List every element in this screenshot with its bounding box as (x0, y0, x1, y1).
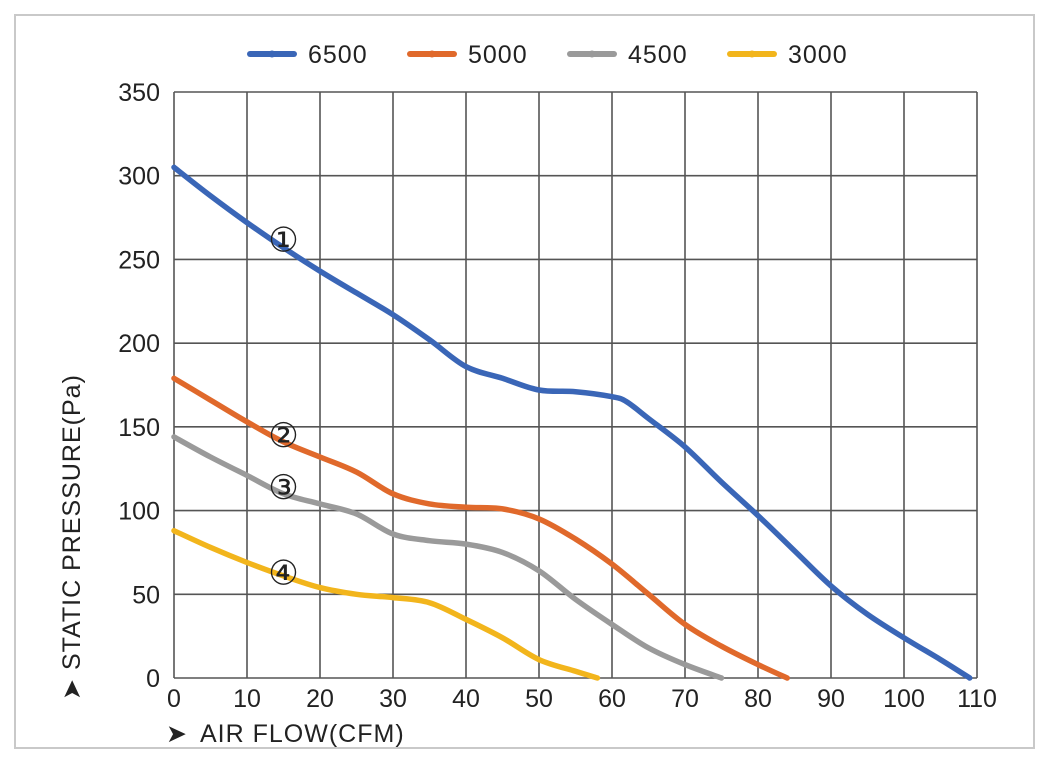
x-axis-label: AIR FLOW(CFM) (200, 720, 405, 748)
y-axis-arrow-icon: ➤ (58, 678, 86, 700)
legend-dot-6500 (268, 50, 276, 58)
legend-label-4500: 4500 (628, 41, 688, 69)
legend-dot-3000 (748, 50, 756, 58)
x-axis-arrow-icon: ➤ (166, 720, 188, 748)
series-marker-5000: ② (268, 416, 298, 456)
legend-label-3000: 3000 (788, 41, 848, 69)
x-tick-label-10: 100 (883, 685, 925, 713)
x-tick-label-0: 0 (167, 685, 181, 713)
y-tick-label-2: 100 (118, 498, 160, 526)
y-tick-label-5: 250 (118, 246, 160, 274)
y-tick-label-1: 50 (132, 581, 160, 609)
y-axis-title: ➤ STATIC PRESSURE(Pa) (58, 374, 86, 700)
x-tick-label-4: 40 (452, 685, 480, 713)
legend: 6500 5000 4500 3000 (247, 41, 848, 69)
y-tick-label-4: 200 (118, 330, 160, 358)
y-tick-label-0: 0 (146, 665, 160, 693)
series-line-6500 (171, 164, 973, 681)
x-tick-label-3: 30 (379, 685, 407, 713)
series-marker-3000: ④ (268, 554, 298, 594)
y-tick-label-3: 150 (118, 414, 160, 442)
x-tick-label-11: 110 (957, 685, 997, 713)
x-tick-label-9: 90 (817, 685, 845, 713)
x-tick-label-8: 80 (744, 685, 772, 713)
legend-label-5000: 5000 (468, 41, 528, 69)
legend-dot-4500 (588, 50, 596, 58)
tick-labels: 0 10 20 30 40 50 60 70 80 90 100 110 0 50 100 150 200 250… (118, 79, 997, 713)
series-line-3000 (171, 527, 601, 681)
series-marker-6500: ① (268, 220, 298, 260)
series-line-5000 (171, 375, 790, 681)
legend-item-3000: 3000 (727, 41, 848, 69)
series-lines (171, 164, 973, 681)
y-axis-label: STATIC PRESSURE(Pa) (58, 374, 86, 670)
legend-dot-5000 (428, 50, 436, 58)
series-marker-4500: ③ (268, 468, 298, 508)
y-tick-label-7: 350 (118, 79, 160, 107)
y-tick-label-6: 300 (118, 163, 160, 191)
grid (173, 91, 978, 679)
x-tick-label-5: 50 (525, 685, 553, 713)
x-tick-label-1: 10 (233, 685, 261, 713)
x-tick-label-6: 60 (598, 685, 626, 713)
x-axis-title: ➤ AIR FLOW(CFM) (166, 720, 405, 748)
legend-item-6500: 6500 (247, 41, 368, 69)
x-tick-label-2: 20 (306, 685, 334, 713)
legend-label-6500: 6500 (308, 41, 368, 69)
series-markers: ① ② ③ ④ (268, 220, 298, 593)
legend-item-4500: 4500 (567, 41, 688, 69)
x-tick-label-7: 70 (671, 685, 699, 713)
legend-item-5000: 5000 (407, 41, 528, 69)
series-line-4500 (171, 434, 725, 681)
